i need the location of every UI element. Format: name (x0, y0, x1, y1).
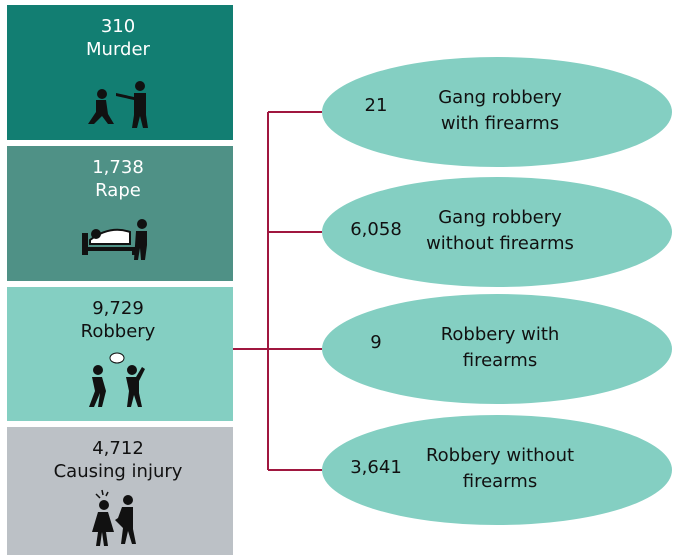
crime-number: 1,738 (92, 157, 144, 178)
crime-box (7, 5, 233, 140)
crime-number: 310 (101, 16, 135, 37)
breakdown-label: Robbery without (426, 445, 574, 466)
breakdown-label: Gang robbery (438, 87, 562, 108)
icon-rape (82, 219, 147, 260)
breakdown-number: 9 (370, 332, 381, 353)
breakdown: 21 Gang robbery with firearms 6,058 Gang rob… (322, 57, 672, 525)
crime-label: Rape (95, 180, 141, 201)
crime-label: Robbery (81, 321, 156, 342)
icon-robbery (89, 352, 145, 407)
crime-number: 9,729 (92, 298, 144, 319)
breakdown-label: firearms (463, 350, 537, 371)
breakdown-label: firearms (463, 471, 537, 492)
connector (233, 111, 322, 471)
icon-murder (88, 81, 148, 128)
crime-box (7, 146, 233, 281)
breakdown-number: 3,641 (350, 457, 402, 478)
breakdown-number: 6,058 (350, 219, 402, 240)
breakdown-ellipse (322, 177, 672, 287)
breakdown-label: Robbery with (441, 324, 560, 345)
breakdown-ellipse (322, 57, 672, 167)
breakdown-label: Gang robbery (438, 207, 562, 228)
crime-label: Causing injury (54, 461, 183, 482)
crime-box (7, 427, 233, 555)
breakdown-number: 21 (365, 95, 388, 116)
crime-label: Murder (86, 39, 151, 60)
icon-injury (92, 489, 136, 546)
breakdown-label: with firearms (441, 113, 559, 134)
breakdown-label: without firearms (426, 233, 574, 254)
crime-number: 4,712 (92, 438, 144, 459)
breakdown-ellipse (322, 415, 672, 525)
breakdown-ellipse (322, 294, 672, 404)
